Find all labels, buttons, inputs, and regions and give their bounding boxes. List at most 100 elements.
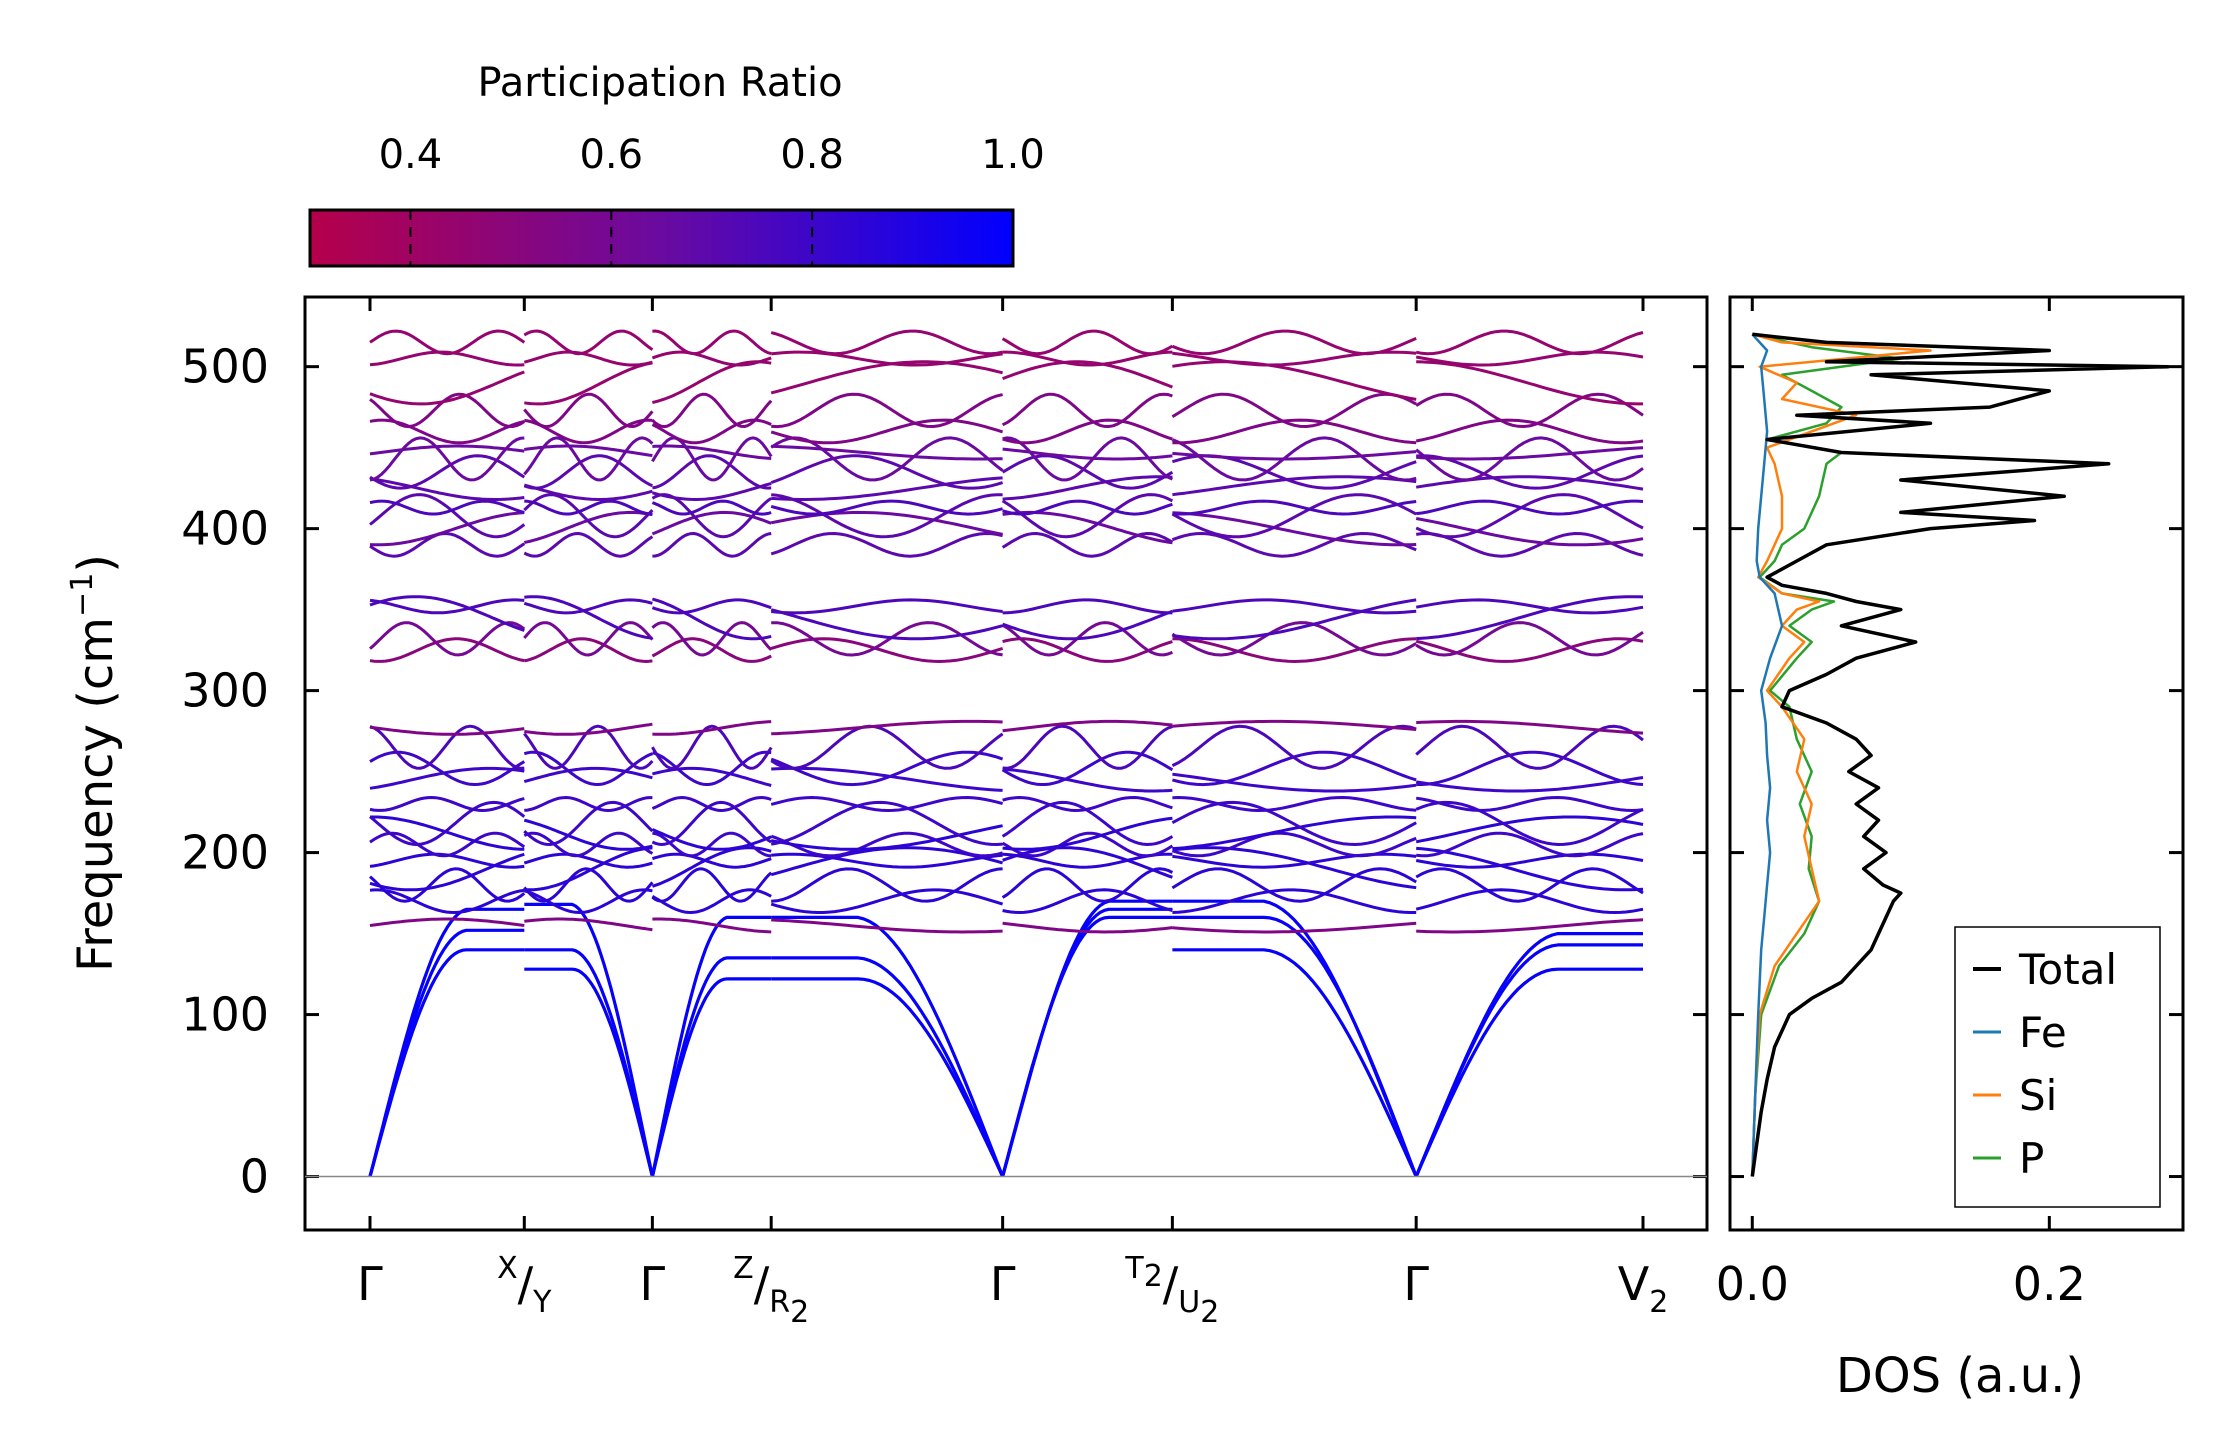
phonon-band (369, 598, 525, 615)
phonon-band (1002, 609, 1173, 641)
phonon-band (1001, 750, 1174, 786)
phonon-bands (368, 329, 1644, 1178)
k-point-label: Γ (990, 1257, 1016, 1311)
legend-label-si: Si (2019, 1071, 2057, 1120)
phonon-band (369, 637, 525, 663)
phonon-band (652, 720, 772, 736)
colorbar-tick-label: 0.6 (579, 132, 643, 178)
phonon-band (369, 532, 526, 558)
phonon-band (770, 831, 1004, 858)
phonon-band (523, 637, 653, 663)
phonon-band (1001, 454, 1174, 490)
phonon-band (1416, 918, 1644, 934)
phonon-band (771, 621, 1003, 657)
phonon-band (652, 917, 772, 934)
dos-curve-total (1750, 332, 2170, 1177)
phonon-band (771, 766, 1003, 792)
phonon-band (1172, 719, 1417, 731)
phonon-band (1415, 888, 1644, 914)
phonon-band (771, 350, 1003, 367)
phonon-band (523, 329, 654, 356)
phonon-band (771, 719, 1003, 736)
phonon-band (1415, 621, 1644, 657)
phonon-band (1172, 815, 1417, 851)
phonon-band (523, 852, 653, 869)
phonon-band (1415, 796, 1644, 812)
phonon-band (651, 436, 773, 482)
phonon-band (1002, 846, 1173, 879)
phonon-band (524, 418, 653, 445)
phonon-band (523, 867, 654, 903)
k-point-label: Γ (357, 1257, 383, 1311)
dos-curve-fe (1751, 333, 1784, 1177)
phonon-band (1415, 475, 1644, 491)
phonon-band (1415, 350, 1644, 367)
phonon-band (1416, 499, 1644, 516)
phonon-band (369, 766, 525, 790)
legend-label-fe: Fe (2019, 1008, 2067, 1057)
phonon-band (1172, 846, 1417, 890)
phonon-band (523, 598, 653, 615)
phonon-band (1415, 329, 1644, 356)
phonon-band (771, 977, 1005, 1178)
phonon-band (1172, 450, 1417, 461)
phonon-band (369, 724, 525, 770)
phonon-band (1415, 532, 1644, 558)
phonon-band (1171, 436, 1417, 482)
phonon-band (651, 867, 773, 903)
phonon-band (1415, 436, 1644, 482)
y-tick-label: 100 (181, 988, 269, 1042)
phonon-band (1172, 511, 1417, 547)
phonon-band (1414, 967, 1643, 1178)
phonon-band (369, 595, 525, 632)
phonon-band (369, 621, 526, 657)
phonon-band (771, 476, 1003, 501)
phonon-band (651, 852, 772, 869)
dos-x-axis: 0.0 0.2 (1716, 297, 2183, 1311)
phonon-band (369, 725, 525, 736)
phonon-band (770, 418, 1004, 445)
phonon-band (770, 454, 1004, 490)
phonon-band (369, 511, 525, 547)
phonon-band (1002, 350, 1173, 367)
phonon-band (1415, 493, 1644, 539)
phonon-band (524, 967, 654, 1177)
phonon-band (771, 392, 1003, 429)
phonon-band (1172, 475, 1417, 497)
colorbar: Participation Ratio 0.4 0.6 0.8 1.0 (308, 60, 1045, 268)
colorbar-tick-label: 0.8 (780, 132, 844, 178)
phonon-band (369, 477, 525, 501)
phonon-band (1002, 637, 1173, 663)
colorbar-tick-label: 0.4 (379, 132, 443, 178)
phonon-band (652, 444, 772, 460)
phonon-band (1001, 831, 1174, 858)
phonon-band (770, 750, 1004, 787)
phonon-band (1171, 867, 1417, 903)
phonon-band (523, 532, 654, 558)
phonon-band (1171, 621, 1417, 657)
phonon-band (1172, 921, 1417, 934)
colorbar-tick-label: 1.0 (981, 132, 1045, 178)
phonon-band (523, 831, 654, 858)
phonon-band (1002, 510, 1173, 545)
k-point-label: T2/U2 (1124, 1251, 1219, 1330)
band-structure-panel: 0 100 200 300 400 500 Γ X/Y Γ Z/R2 Γ T2/U2 Γ V2 Freq… (65, 295, 1709, 1330)
phonon-band (1172, 899, 1418, 1178)
y-tick-label: 400 (181, 502, 269, 556)
phonon-band (1415, 392, 1644, 428)
phonon-band (523, 483, 653, 501)
phonon-band (1002, 475, 1173, 501)
phonon-band (650, 956, 772, 1177)
phonon-band (368, 867, 526, 903)
phonon-band (770, 800, 1003, 846)
colorbar-gradient (308, 208, 1015, 268)
colorbar-ticks: 0.4 0.6 0.8 1.0 (379, 132, 1045, 266)
phonon-band (369, 329, 526, 356)
phonon-band (771, 493, 1003, 539)
phonon-band (1171, 800, 1417, 846)
phonon-band (369, 852, 525, 892)
phonon-band (651, 350, 772, 367)
phonon-band (1416, 831, 1644, 858)
phonon-band (1416, 750, 1644, 786)
phonon-band (1001, 867, 1174, 903)
